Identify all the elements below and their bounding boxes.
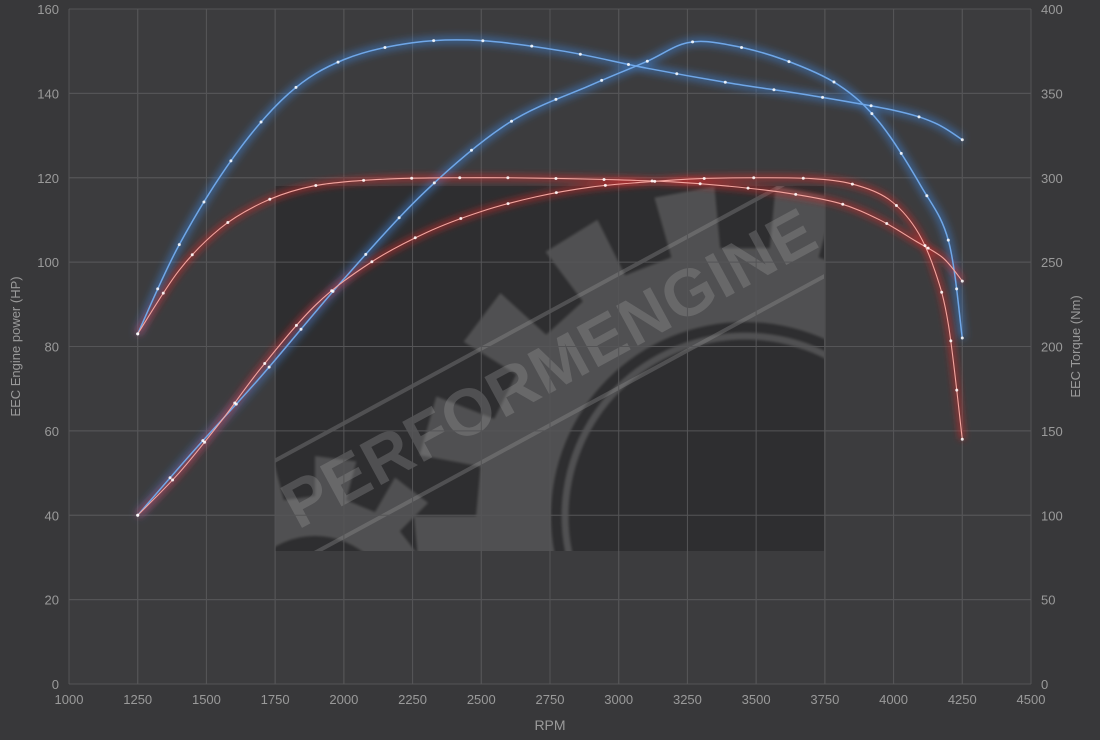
svg-text:350: 350 — [1041, 86, 1063, 101]
svg-text:EEC Engine power (HP): EEC Engine power (HP) — [8, 276, 23, 416]
svg-text:200: 200 — [1041, 340, 1063, 355]
svg-text:140: 140 — [37, 86, 59, 101]
svg-text:3250: 3250 — [673, 692, 702, 707]
svg-text:0: 0 — [1041, 677, 1048, 692]
svg-text:120: 120 — [37, 171, 59, 186]
svg-text:160: 160 — [37, 2, 59, 17]
svg-text:300: 300 — [1041, 171, 1063, 186]
svg-text:3500: 3500 — [742, 692, 771, 707]
svg-text:2250: 2250 — [398, 692, 427, 707]
svg-text:0: 0 — [52, 677, 59, 692]
svg-text:4500: 4500 — [1017, 692, 1046, 707]
svg-text:EEC Torque (Nm): EEC Torque (Nm) — [1068, 295, 1083, 397]
svg-text:1000: 1000 — [55, 692, 84, 707]
svg-text:1750: 1750 — [261, 692, 290, 707]
svg-text:250: 250 — [1041, 255, 1063, 270]
svg-text:1250: 1250 — [123, 692, 152, 707]
svg-text:4000: 4000 — [879, 692, 908, 707]
svg-text:2750: 2750 — [536, 692, 565, 707]
svg-text:4250: 4250 — [948, 692, 977, 707]
svg-text:50: 50 — [1041, 593, 1055, 608]
svg-text:1500: 1500 — [192, 692, 221, 707]
svg-text:150: 150 — [1041, 424, 1063, 439]
svg-text:3000: 3000 — [604, 692, 633, 707]
svg-text:80: 80 — [45, 340, 59, 355]
svg-text:RPM: RPM — [534, 717, 565, 733]
svg-text:20: 20 — [45, 593, 59, 608]
svg-text:400: 400 — [1041, 2, 1063, 17]
svg-text:2000: 2000 — [329, 692, 358, 707]
svg-text:2500: 2500 — [467, 692, 496, 707]
svg-text:100: 100 — [37, 255, 59, 270]
svg-text:60: 60 — [45, 424, 59, 439]
svg-text:40: 40 — [45, 508, 59, 523]
svg-text:3750: 3750 — [810, 692, 839, 707]
svg-text:100: 100 — [1041, 508, 1063, 523]
